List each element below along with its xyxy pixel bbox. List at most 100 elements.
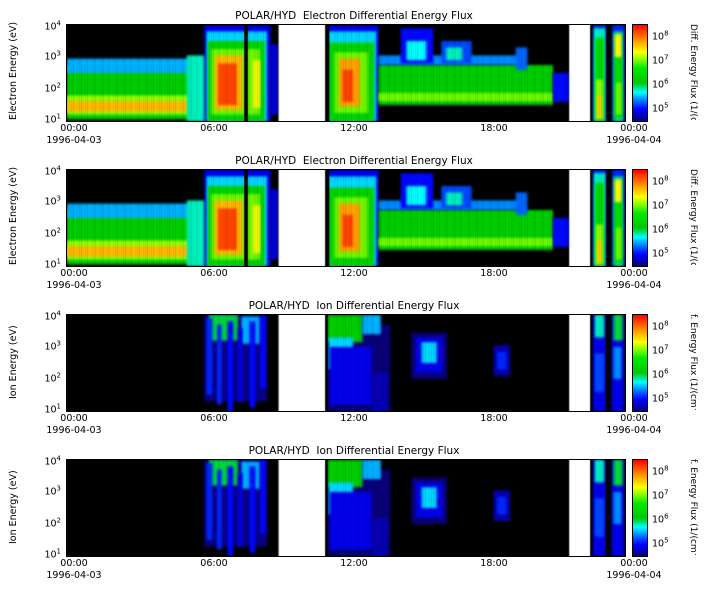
y-tick: 103 <box>44 194 61 208</box>
x-axis: 00:00 06:00 12:00 18:00 00:00 1996-04-03… <box>46 267 661 295</box>
x-axis: 00:00 06:00 12:00 18:00 00:00 1996-04-03… <box>46 412 661 440</box>
y-tick: 102 <box>44 371 61 385</box>
colorbar <box>632 169 648 267</box>
colorbar-tick: 108 <box>652 29 669 43</box>
y-tick: 103 <box>44 49 61 63</box>
x-date-end: 1996-04-04 <box>606 425 662 436</box>
colorbar-tick: 107 <box>652 198 669 212</box>
colorbar-label: f. Energy Flux (1/(cm^ <box>688 459 698 555</box>
panel-ion-flux-1: POLAR/HYD Ion Differential Energy Flux I… <box>8 300 722 445</box>
x-tick-label: 06:00 <box>200 123 228 134</box>
spectrogram-canvas <box>67 315 625 411</box>
y-tick: 104 <box>44 164 61 178</box>
y-tick: 104 <box>44 19 61 33</box>
y-tick: 104 <box>44 309 61 323</box>
y-axis-ticks: 104 103 102 101 <box>22 454 66 560</box>
y-tick: 104 <box>44 454 61 468</box>
colorbar <box>632 459 648 557</box>
y-axis-label: Electron Energy (eV) <box>8 166 19 265</box>
y-tick: 102 <box>44 226 61 240</box>
colorbar-ticks: 108 107 106 105 <box>648 459 684 555</box>
x-date-start: 1996-04-03 <box>46 135 102 146</box>
x-tick-label: 12:00 <box>340 558 368 569</box>
colorbar-tick: 105 <box>652 391 669 405</box>
y-tick: 103 <box>44 484 61 498</box>
x-tick-label: 00:00 <box>60 558 88 569</box>
panel-ion-flux-2: POLAR/HYD Ion Differential Energy Flux I… <box>8 445 722 590</box>
x-axis: 00:00 06:00 12:00 18:00 00:00 1996-04-03… <box>46 557 661 585</box>
colorbar-tick: 106 <box>652 512 669 526</box>
x-tick-label: 18:00 <box>480 413 508 424</box>
y-axis-ticks: 104 103 102 101 <box>22 19 66 125</box>
y-tick: 101 <box>44 402 61 416</box>
colorbar-label: Diff. Energy Flux (1/(cm <box>688 169 698 265</box>
colorbar-tick: 106 <box>652 367 669 381</box>
colorbar-tick: 106 <box>652 222 669 236</box>
panel-title: POLAR/HYD Electron Differential Energy F… <box>235 10 473 22</box>
x-tick-label: 00:00 <box>60 123 88 134</box>
y-axis-ticks: 104 103 102 101 <box>22 309 66 415</box>
x-tick-label: 18:00 <box>480 123 508 134</box>
colorbar-tick: 108 <box>652 464 669 478</box>
colorbar-tick: 107 <box>652 343 669 357</box>
colorbar <box>632 24 648 122</box>
x-tick-label: 12:00 <box>340 123 368 134</box>
panel-title: POLAR/HYD Ion Differential Energy Flux <box>248 445 460 457</box>
x-tick-label: 00:00 <box>60 268 88 279</box>
y-axis-ticks: 104 103 102 101 <box>22 164 66 270</box>
spectrogram-plot <box>66 24 626 122</box>
y-tick: 103 <box>44 339 61 353</box>
x-tick-label: 18:00 <box>480 268 508 279</box>
y-tick: 101 <box>44 547 61 561</box>
spectrogram-plot <box>66 314 626 412</box>
colorbar-tick: 107 <box>652 488 669 502</box>
spectrogram-plot <box>66 169 626 267</box>
y-tick: 101 <box>44 257 61 271</box>
y-tick: 102 <box>44 81 61 95</box>
x-tick-label: 12:00 <box>340 413 368 424</box>
colorbar-tick: 105 <box>652 536 669 550</box>
x-tick-label: 00:00 <box>60 413 88 424</box>
x-tick-label: 18:00 <box>480 558 508 569</box>
y-axis-label: Ion Energy (eV) <box>8 325 19 399</box>
x-tick-label: 06:00 <box>200 413 228 424</box>
colorbar-tick: 107 <box>652 53 669 67</box>
x-date-end: 1996-04-04 <box>606 135 662 146</box>
colorbar-tick: 105 <box>652 246 669 260</box>
panel-title: POLAR/HYD Electron Differential Energy F… <box>235 155 473 167</box>
spectrogram-canvas <box>67 460 625 556</box>
x-tick-label: 00:00 <box>620 268 648 279</box>
panel-title: POLAR/HYD Ion Differential Energy Flux <box>248 300 460 312</box>
y-tick: 102 <box>44 516 61 530</box>
panel-electron-flux-2: POLAR/HYD Electron Differential Energy F… <box>8 155 722 300</box>
x-date-start: 1996-04-03 <box>46 425 102 436</box>
x-tick-label: 00:00 <box>620 558 648 569</box>
x-date-end: 1996-04-04 <box>606 570 662 581</box>
y-tick: 101 <box>44 112 61 126</box>
x-date-end: 1996-04-04 <box>606 280 662 291</box>
x-tick-label: 12:00 <box>340 268 368 279</box>
x-tick-label: 06:00 <box>200 268 228 279</box>
colorbar-ticks: 108 107 106 105 <box>648 314 684 410</box>
x-axis: 00:00 06:00 12:00 18:00 00:00 1996-04-03… <box>46 122 661 150</box>
colorbar <box>632 314 648 412</box>
colorbar-tick: 106 <box>652 77 669 91</box>
spectrogram-canvas <box>67 25 625 121</box>
x-tick-label: 00:00 <box>620 123 648 134</box>
colorbar-tick: 105 <box>652 101 669 115</box>
spectrogram-canvas <box>67 170 625 266</box>
panel-electron-flux-1: POLAR/HYD Electron Differential Energy F… <box>8 10 722 155</box>
x-tick-label: 00:00 <box>620 413 648 424</box>
colorbar-label: f. Energy Flux (1/(cm^ <box>688 314 698 410</box>
x-date-start: 1996-04-03 <box>46 280 102 291</box>
spectrogram-plot <box>66 459 626 557</box>
colorbar-tick: 108 <box>652 174 669 188</box>
x-date-start: 1996-04-03 <box>46 570 102 581</box>
colorbar-label: Diff. Energy Flux (1/(cm <box>688 24 698 120</box>
colorbar-tick: 108 <box>652 319 669 333</box>
colorbar-ticks: 108 107 106 105 <box>648 169 684 265</box>
colorbar-ticks: 108 107 106 105 <box>648 24 684 120</box>
y-axis-label: Ion Energy (eV) <box>8 470 19 544</box>
y-axis-label: Electron Energy (eV) <box>8 21 19 120</box>
